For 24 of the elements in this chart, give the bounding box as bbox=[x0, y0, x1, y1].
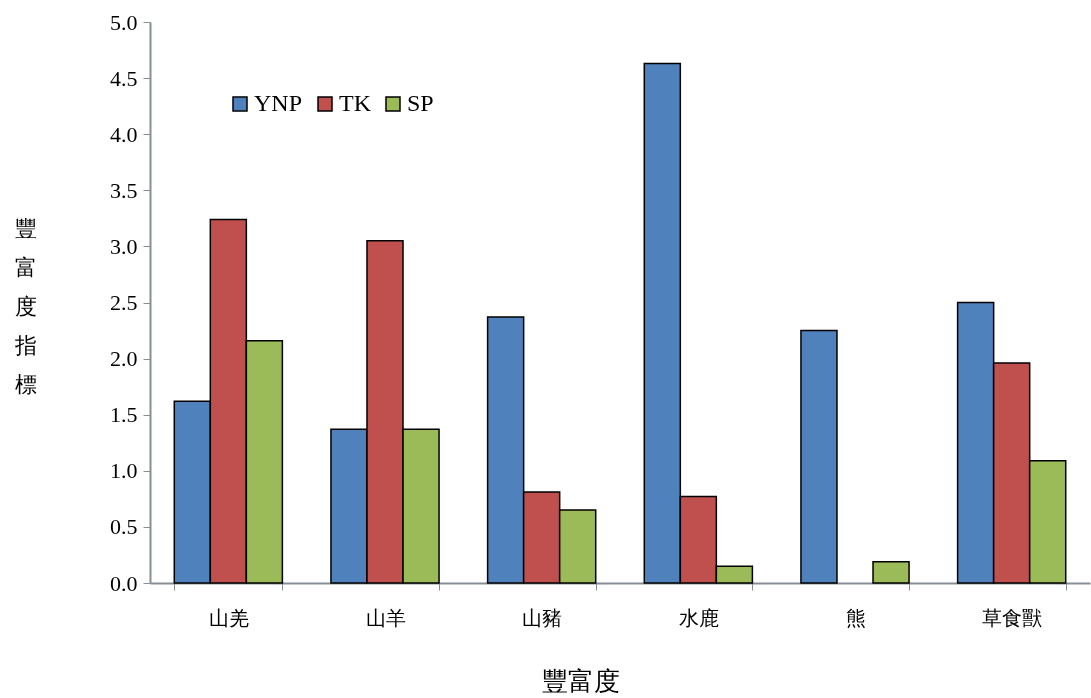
legend-label: YNP bbox=[254, 90, 303, 116]
x-tick-label: 山豬 bbox=[522, 606, 563, 629]
y-tick-label: 2.5 bbox=[110, 290, 138, 315]
y-tick-label: 5.0 bbox=[110, 9, 138, 35]
y-tick-label: 1.5 bbox=[110, 402, 138, 428]
y-tick-label: 3.5 bbox=[110, 177, 138, 203]
x-tick-label: 水鹿 bbox=[678, 606, 719, 629]
y-tick-label: 0.0 bbox=[110, 570, 138, 596]
x-tick-label: 山羊 bbox=[365, 606, 406, 629]
x-tick-label: 草食獸 bbox=[982, 606, 1043, 629]
y-tick-label: 4.0 bbox=[110, 121, 138, 147]
y-tick-label: 1.0 bbox=[110, 458, 138, 484]
y-tick-label: 4.5 bbox=[110, 65, 138, 91]
y-tick-label: 3.0 bbox=[110, 233, 138, 259]
x-axis-title: 豐富度 bbox=[541, 666, 620, 696]
legend-label: TK bbox=[339, 90, 372, 116]
x-tick-label: 山羌 bbox=[208, 606, 249, 629]
bar bbox=[872, 560, 910, 584]
y-tick-label: 0.5 bbox=[110, 514, 138, 540]
legend-label: SP bbox=[407, 90, 434, 116]
y-axis-title: 豐富度指標 bbox=[13, 215, 37, 397]
x-tick-label: 熊 bbox=[845, 606, 866, 629]
y-tick-label: 2.0 bbox=[110, 346, 138, 372]
bar bbox=[800, 329, 838, 584]
